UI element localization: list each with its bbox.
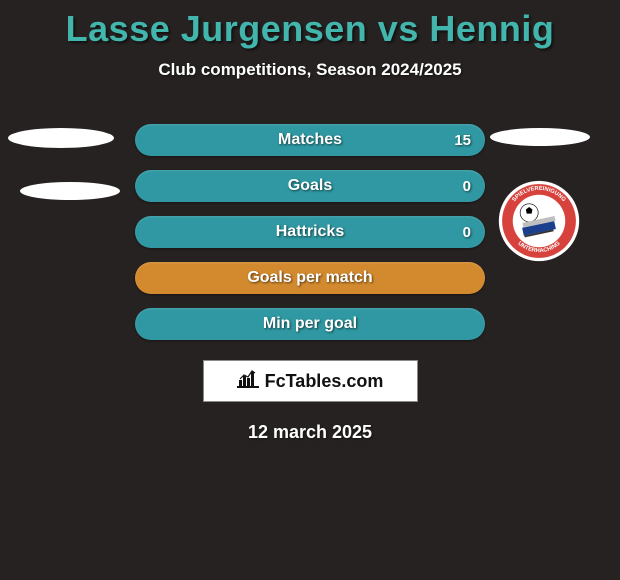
stat-label: Matches — [278, 131, 342, 149]
stat-value: 0 — [463, 224, 471, 241]
decorative-ellipse — [490, 128, 590, 146]
stat-label: Goals — [288, 177, 332, 195]
club-crest: SPIELVEREINIGUNG UNTERHACHING — [498, 180, 580, 262]
stat-label: Min per goal — [263, 315, 357, 333]
stat-label: Goals per match — [247, 269, 372, 287]
decorative-ellipse — [8, 128, 114, 148]
stat-value: 15 — [454, 132, 471, 149]
stat-row: Matches 15 — [135, 124, 485, 156]
footer-logo-text: FcTables.com — [265, 371, 384, 392]
stat-row: Hattricks 0 — [135, 216, 485, 248]
stat-label: Hattricks — [276, 223, 344, 241]
stats-table: Matches 15 Goals 0 Hattricks 0 Goals per match… — [135, 124, 485, 340]
page-subtitle: Club competitions, Season 2024/2025 — [0, 60, 620, 80]
stat-row: Goals 0 — [135, 170, 485, 202]
date-text: 12 march 2025 — [0, 422, 620, 443]
footer-logo: FcTables.com — [203, 360, 418, 402]
bar-chart-icon — [237, 370, 259, 393]
stat-value: 0 — [463, 178, 471, 195]
page-title: Lasse Jurgensen vs Hennig — [0, 0, 620, 50]
stat-row: Goals per match — [135, 262, 485, 294]
decorative-ellipse — [20, 182, 120, 200]
stat-row: Min per goal — [135, 308, 485, 340]
